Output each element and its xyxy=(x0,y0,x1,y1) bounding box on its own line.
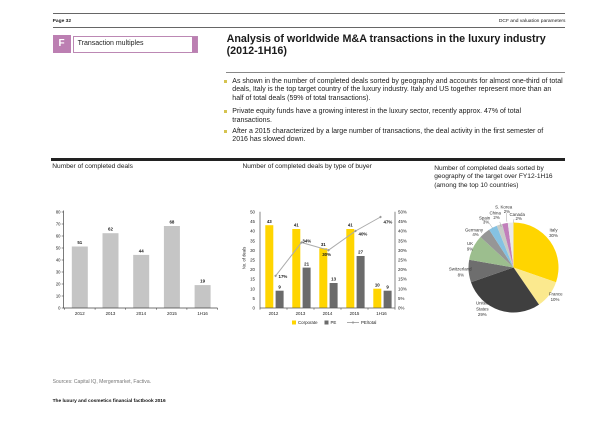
svg-text:2%: 2% xyxy=(504,209,510,214)
svg-text:Switzerland: Switzerland xyxy=(449,266,472,271)
svg-text:29%: 29% xyxy=(478,312,487,317)
svg-text:30%: 30% xyxy=(398,248,407,253)
svg-text:25: 25 xyxy=(250,258,255,263)
svg-text:Spain: Spain xyxy=(479,216,491,221)
svg-text:34%: 34% xyxy=(302,239,311,244)
svg-text:9: 9 xyxy=(278,285,281,290)
svg-text:31: 31 xyxy=(321,242,326,247)
svg-text:2012: 2012 xyxy=(75,311,85,316)
svg-text:2013: 2013 xyxy=(296,311,306,316)
svg-text:China: China xyxy=(489,211,501,216)
svg-text:2013: 2013 xyxy=(106,311,116,316)
svg-text:UK: UK xyxy=(467,241,473,246)
svg-text:9%: 9% xyxy=(467,247,473,252)
svg-text:5: 5 xyxy=(253,296,256,301)
svg-text:68: 68 xyxy=(169,220,174,225)
svg-text:2012: 2012 xyxy=(269,311,279,316)
svg-text:41: 41 xyxy=(294,223,299,228)
svg-text:15%: 15% xyxy=(398,277,407,282)
svg-text:5%: 5% xyxy=(398,296,404,301)
svg-text:35%: 35% xyxy=(398,239,407,244)
svg-text:4%: 4% xyxy=(472,232,478,237)
svg-text:50%: 50% xyxy=(398,210,407,215)
svg-text:40%: 40% xyxy=(398,229,407,234)
svg-text:PE/total: PE/total xyxy=(361,320,376,325)
svg-text:40: 40 xyxy=(250,229,255,234)
svg-text:50: 50 xyxy=(56,246,61,251)
svg-text:27: 27 xyxy=(358,250,363,255)
svg-text:2014: 2014 xyxy=(136,311,146,316)
svg-text:0: 0 xyxy=(253,306,256,311)
svg-text:2%: 2% xyxy=(516,216,522,221)
svg-text:2%: 2% xyxy=(493,215,499,220)
svg-text:Germany: Germany xyxy=(465,227,484,232)
svg-text:2015: 2015 xyxy=(350,311,360,316)
svg-text:60: 60 xyxy=(56,234,61,239)
svg-text:Italy: Italy xyxy=(549,228,558,233)
svg-text:51: 51 xyxy=(77,240,82,245)
svg-text:States: States xyxy=(476,306,489,311)
svg-text:62: 62 xyxy=(108,227,113,232)
svg-text:43: 43 xyxy=(267,219,272,224)
svg-text:S. Korea: S. Korea xyxy=(495,205,513,210)
svg-text:8%: 8% xyxy=(458,273,464,278)
svg-text:30: 30 xyxy=(250,248,255,253)
svg-text:45%: 45% xyxy=(398,219,407,224)
svg-text:1H16: 1H16 xyxy=(197,311,208,316)
svg-text:Corporate: Corporate xyxy=(298,320,318,325)
svg-text:30%: 30% xyxy=(322,252,331,257)
svg-text:France: France xyxy=(549,292,563,297)
svg-text:40: 40 xyxy=(56,258,61,263)
svg-text:25%: 25% xyxy=(398,258,407,263)
svg-text:45: 45 xyxy=(250,219,255,224)
svg-text:17%: 17% xyxy=(279,274,288,279)
svg-text:35: 35 xyxy=(250,239,255,244)
svg-text:No. of deals: No. of deals xyxy=(242,247,247,269)
svg-text:40%: 40% xyxy=(359,232,368,237)
svg-text:10: 10 xyxy=(250,287,255,292)
svg-text:1H16: 1H16 xyxy=(376,311,387,316)
svg-text:80: 80 xyxy=(56,210,61,215)
svg-text:2015: 2015 xyxy=(167,311,177,316)
svg-text:21: 21 xyxy=(304,262,309,267)
svg-text:44: 44 xyxy=(139,249,144,254)
svg-text:15: 15 xyxy=(250,277,255,282)
svg-text:10%: 10% xyxy=(551,297,560,302)
svg-text:20: 20 xyxy=(250,267,255,272)
svg-text:10: 10 xyxy=(56,294,61,299)
svg-text:10%: 10% xyxy=(398,287,407,292)
svg-text:Canada: Canada xyxy=(510,212,526,217)
svg-text:19: 19 xyxy=(200,279,205,284)
svg-text:50: 50 xyxy=(250,210,255,215)
svg-text:13: 13 xyxy=(331,277,336,282)
svg-text:70: 70 xyxy=(56,222,61,227)
svg-text:20%: 20% xyxy=(398,267,407,272)
svg-text:0: 0 xyxy=(58,306,61,311)
svg-text:2014: 2014 xyxy=(323,311,333,316)
svg-text:9: 9 xyxy=(386,285,389,290)
svg-text:30: 30 xyxy=(56,270,61,275)
svg-text:41: 41 xyxy=(348,223,353,228)
svg-text:3%: 3% xyxy=(483,220,489,225)
svg-text:20: 20 xyxy=(56,282,61,287)
svg-text:47%: 47% xyxy=(384,220,393,225)
svg-text:0%: 0% xyxy=(398,306,404,311)
svg-text:United: United xyxy=(476,301,489,306)
svg-text:30%: 30% xyxy=(549,233,558,238)
svg-text:10: 10 xyxy=(375,283,380,288)
svg-text:PE: PE xyxy=(331,320,337,325)
